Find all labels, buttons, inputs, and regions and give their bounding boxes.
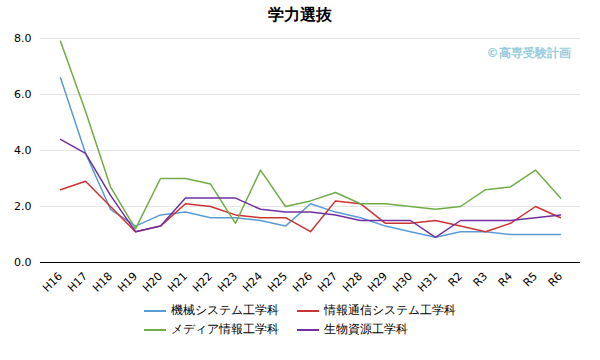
svg-text:2.0: 2.0 — [14, 200, 32, 213]
svg-text:8.0: 8.0 — [14, 32, 32, 45]
html-text:学力選抜: 学力選抜 — [268, 5, 332, 24]
svg-text:6.0: 6.0 — [14, 88, 32, 101]
svg-text:H22: H22 — [190, 270, 215, 295]
svg-text:H27: H27 — [315, 270, 340, 295]
svg-text:H17: H17 — [65, 270, 90, 295]
svg-text:H21: H21 — [165, 270, 190, 295]
svg-text:H25: H25 — [265, 270, 290, 295]
svg-text:R3: R3 — [471, 270, 491, 290]
svg-text:H29: H29 — [365, 270, 390, 295]
svg-text:R6: R6 — [546, 270, 566, 290]
svg-text:H26: H26 — [290, 270, 315, 295]
svg-text:H18: H18 — [90, 270, 115, 295]
svg-text:H24: H24 — [240, 270, 265, 295]
svg-text:©高専受験計画: ©高専受験計画 — [487, 46, 571, 60]
svg-text:H16: H16 — [40, 270, 65, 295]
svg-text:H19: H19 — [115, 270, 140, 295]
svg-text:H23: H23 — [215, 270, 240, 295]
svg-text:R4: R4 — [496, 270, 516, 290]
svg-text:H30: H30 — [390, 270, 415, 295]
svg-text:4.0: 4.0 — [14, 144, 32, 157]
html-text:メディア情報工学科: メディア情報工学科 — [171, 322, 279, 336]
svg-text:H28: H28 — [340, 270, 365, 295]
svg-text:H31: H31 — [415, 270, 440, 295]
svg-text:R5: R5 — [521, 270, 541, 290]
html-text:生物資源工学科: 生物資源工学科 — [324, 322, 408, 336]
html-text:情報通信システム工学科: 情報通信システム工学科 — [324, 303, 456, 317]
svg-text:0.0: 0.0 — [14, 256, 32, 269]
svg-text:H20: H20 — [140, 270, 165, 295]
svg-text:R2: R2 — [446, 270, 466, 290]
html-text:機械システム工学科: 機械システム工学科 — [171, 303, 279, 317]
